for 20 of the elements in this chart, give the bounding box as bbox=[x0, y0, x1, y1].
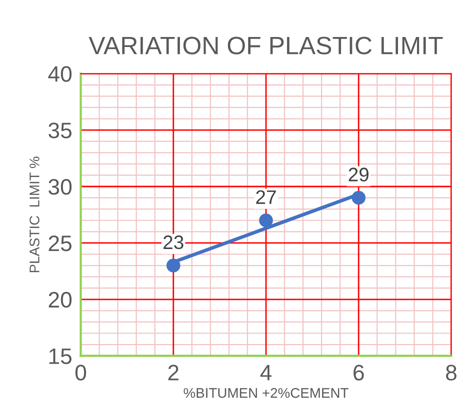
data-label: 27 bbox=[256, 190, 276, 204]
y-tick-label: 15 bbox=[49, 348, 72, 364]
point bbox=[166, 258, 180, 272]
data-label: 29 bbox=[348, 168, 369, 182]
chart-title: VARIATION OF PLASTIC LIMIT bbox=[88, 36, 443, 54]
y-tick-label: 35 bbox=[48, 122, 72, 138]
y-tick-label: 40 bbox=[48, 66, 72, 82]
x-tick-label: 8 bbox=[446, 364, 456, 380]
x-tick-label: 6 bbox=[354, 364, 364, 380]
x-axis-title: %BITUMEN +2%CEMENT bbox=[184, 388, 348, 398]
x-tick-label: 0 bbox=[75, 364, 86, 380]
y-tick-label: 30 bbox=[48, 179, 72, 195]
y-axis-title: PLASTIC LIMIT % bbox=[30, 156, 40, 272]
x-tick-label: 2 bbox=[168, 364, 178, 380]
y-tick-label: 25 bbox=[48, 235, 72, 252]
y-tick-label: 20 bbox=[48, 292, 72, 308]
data-label: 23 bbox=[164, 235, 184, 250]
point bbox=[352, 190, 366, 205]
x-tick-label: 4 bbox=[260, 364, 272, 380]
point bbox=[259, 213, 273, 228]
